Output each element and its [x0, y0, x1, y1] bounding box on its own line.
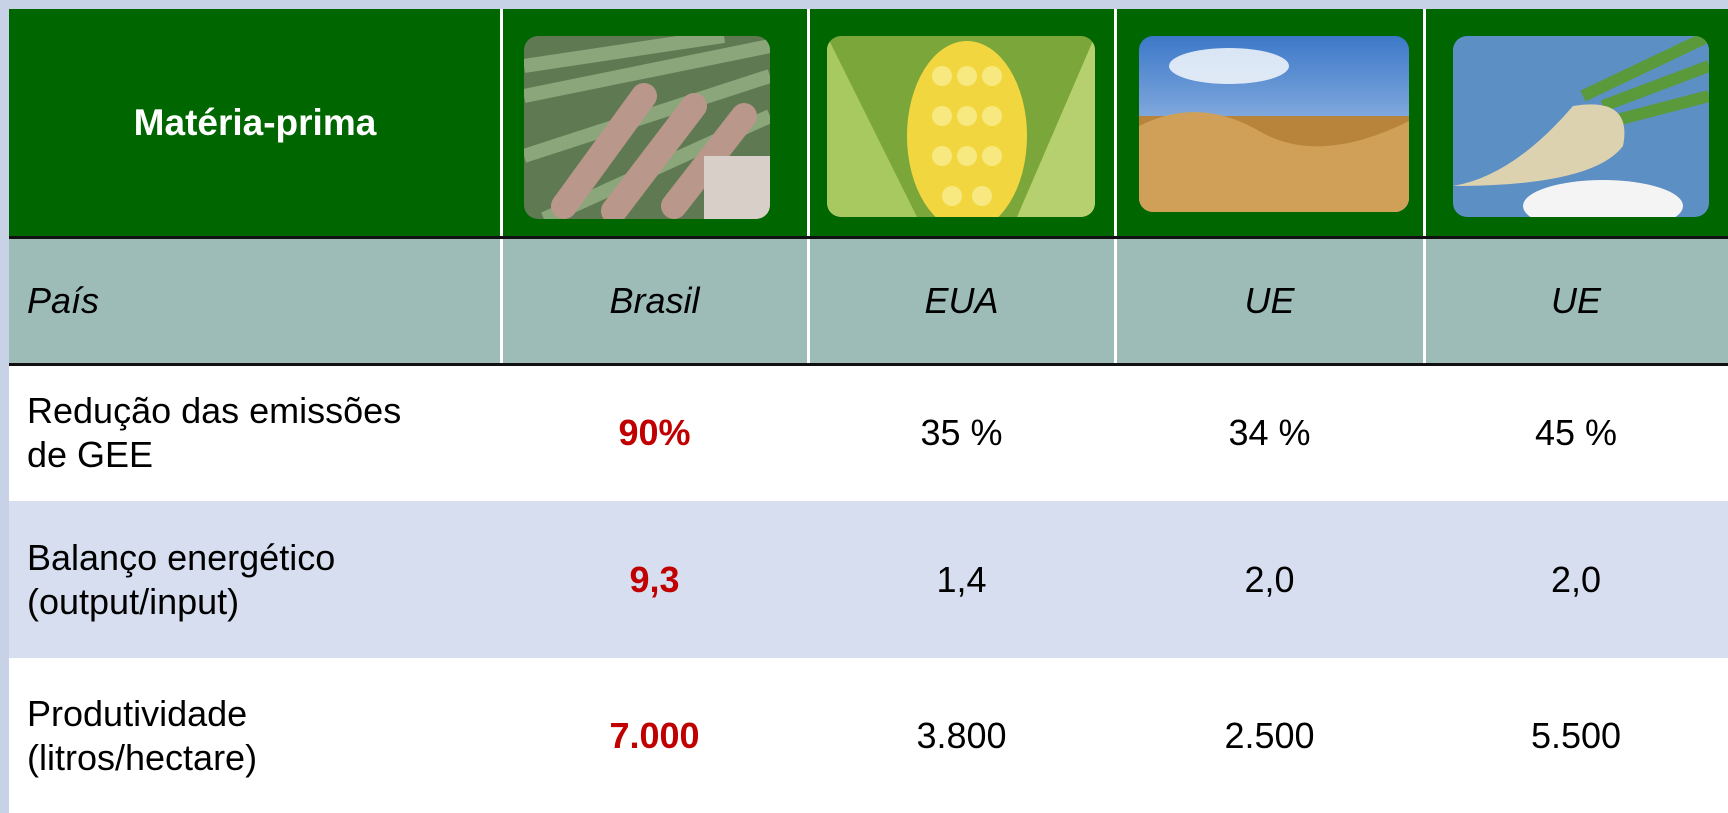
value-cell: 35 % — [808, 364, 1115, 501]
country-cell: EUA — [808, 237, 1115, 364]
country-cell: UE — [1115, 237, 1424, 364]
column-divider — [807, 9, 810, 364]
page: Matéria-prima PaísBrasilEUAUEUERedução d… — [0, 0, 1728, 813]
row-label: Produtividade (litros/hectare) — [9, 658, 501, 813]
value-cell: 2.500 — [1115, 658, 1424, 813]
value-cell: 45 % — [1424, 364, 1728, 501]
row-label: Balanço energético (output/input) — [9, 501, 501, 658]
column-divider — [500, 9, 503, 364]
sugarbeet-image — [1453, 36, 1709, 217]
row-divider — [9, 363, 1728, 366]
row-divider — [9, 236, 1728, 239]
value-cell: 5.500 — [1424, 658, 1728, 813]
value-cell: 9,3 — [501, 501, 808, 658]
value-cell: 2,0 — [1115, 501, 1424, 658]
value-cell: 90% — [501, 364, 808, 501]
sugarcane-image — [524, 36, 770, 219]
value-cell: 2,0 — [1424, 501, 1728, 658]
value-cell: 1,4 — [808, 501, 1115, 658]
country-cell: UE — [1424, 237, 1728, 364]
column-divider — [1423, 9, 1426, 364]
wheat-image — [1139, 36, 1409, 212]
value-cell: 3.800 — [808, 658, 1115, 813]
header-title: Matéria-prima — [9, 9, 501, 237]
corn-image — [827, 36, 1095, 217]
value-cell: 34 % — [1115, 364, 1424, 501]
column-divider — [1114, 9, 1117, 364]
country-cell: Brasil — [501, 237, 808, 364]
value-cell: 7.000 — [501, 658, 808, 813]
country-cell: País — [9, 237, 501, 364]
row-label: Redução das emissões de GEE — [9, 364, 501, 501]
